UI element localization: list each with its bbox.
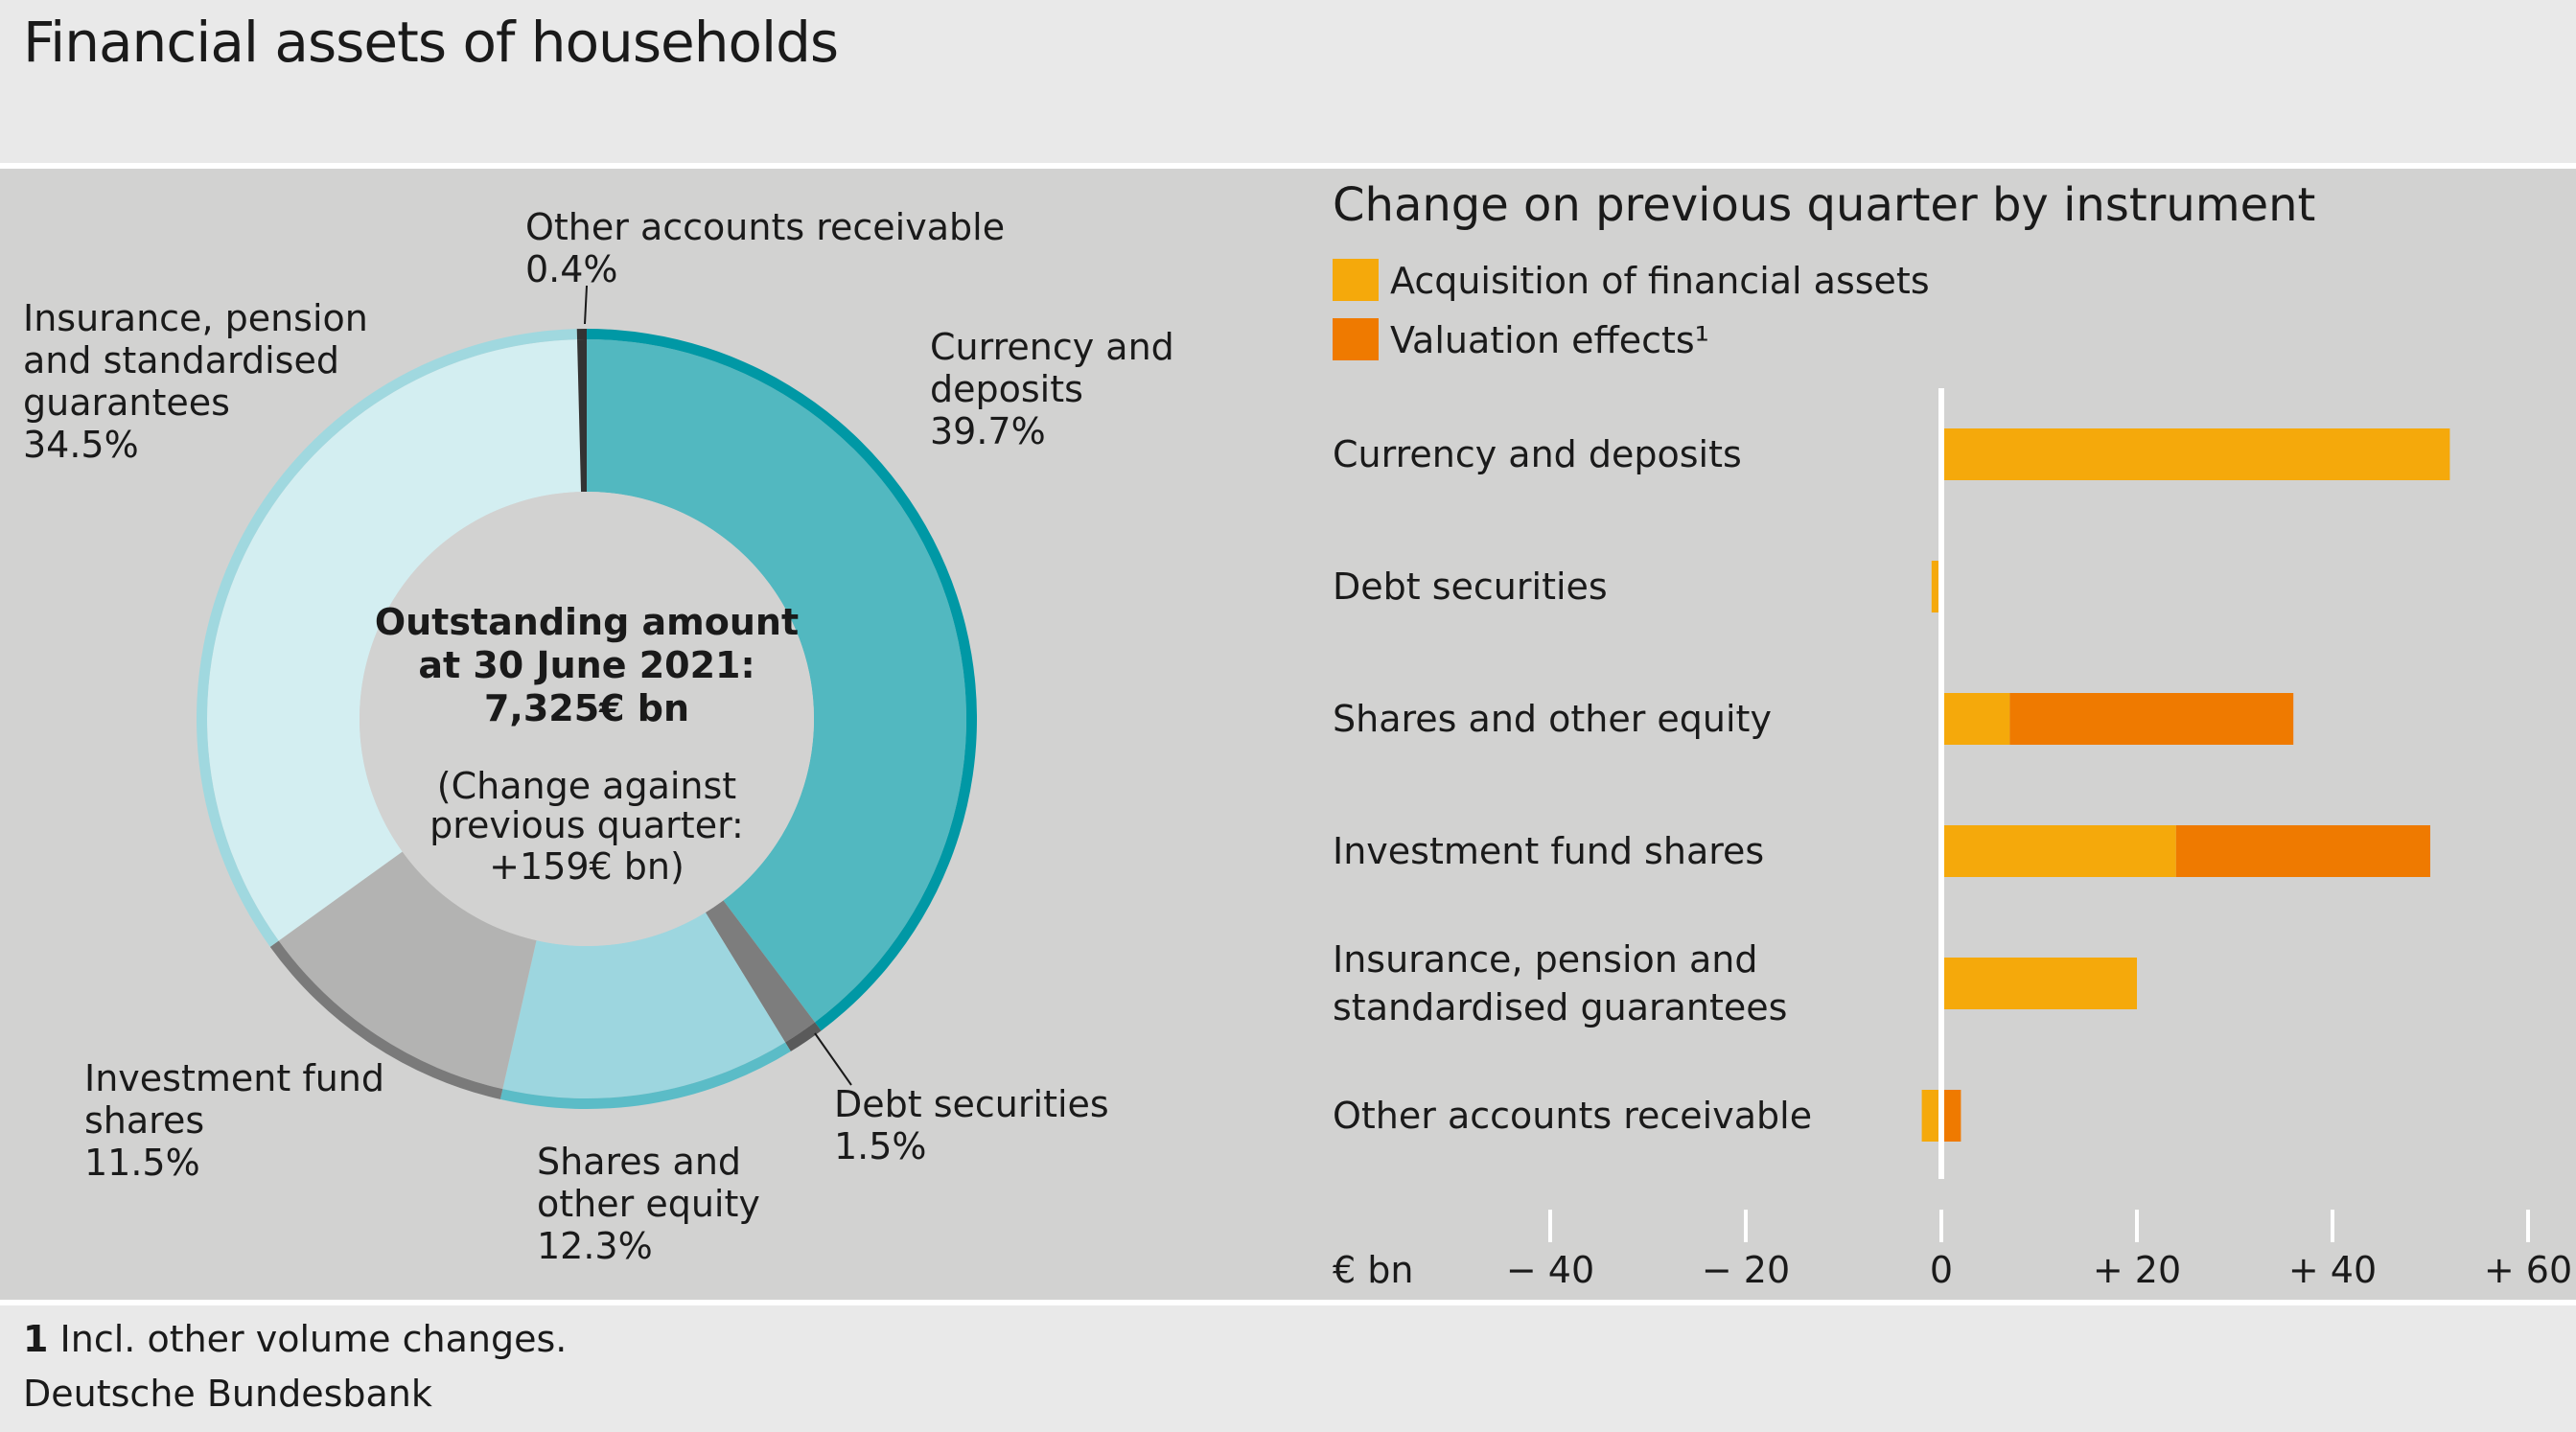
slice-value-shares: 12.3% bbox=[537, 1225, 653, 1267]
source-note: Deutsche Bundesbank bbox=[23, 1373, 432, 1415]
footnote-text: Incl. other volume changes. bbox=[59, 1318, 568, 1360]
top-divider bbox=[0, 163, 2576, 169]
slice-label-shares: other equity bbox=[537, 1183, 760, 1225]
bar-acquisition bbox=[1921, 1090, 1941, 1142]
slice-label-shares: Shares and bbox=[537, 1141, 741, 1183]
slice-label-fund: shares bbox=[84, 1099, 204, 1142]
donut-slice-shares bbox=[502, 912, 786, 1098]
legend-swatch-0 bbox=[1333, 259, 1379, 301]
bar-valuation bbox=[2175, 825, 2430, 877]
donut-center-text: +159€ bn) bbox=[489, 845, 685, 888]
slice-value-fund: 11.5% bbox=[84, 1142, 200, 1184]
category-label: Shares and other equity bbox=[1333, 698, 1772, 740]
slice-label-currency: Currency and bbox=[930, 326, 1174, 368]
slice-value-other: 0.4% bbox=[525, 248, 618, 290]
x-tick-label: + 40 bbox=[2288, 1249, 2377, 1291]
slice-label-insurance: Insurance, pension bbox=[23, 297, 368, 339]
slice-label-debt: Debt securities bbox=[834, 1083, 1109, 1125]
bar-valuation bbox=[1941, 1090, 1961, 1142]
category-label: standardised guarantees bbox=[1333, 986, 1787, 1028]
donut-center-text: (Change against bbox=[437, 765, 736, 807]
category-label: Investment fund shares bbox=[1333, 830, 1764, 872]
slice-label-currency: deposits bbox=[930, 368, 1083, 410]
donut-center-text: at 30 June 2021: bbox=[418, 644, 754, 686]
bottom-divider bbox=[0, 1300, 2576, 1305]
slice-label-insurance: guarantees bbox=[23, 381, 230, 424]
bar-acquisition bbox=[1941, 693, 2010, 745]
category-label: Debt securities bbox=[1333, 566, 1608, 608]
footnote: 1 Incl. other volume changes. bbox=[23, 1318, 567, 1360]
donut-center-text: 7,325€ bn bbox=[484, 687, 689, 729]
category-label: Insurance, pension and bbox=[1333, 938, 1757, 981]
donut-slice-fund bbox=[278, 851, 537, 1090]
donut-slice-insurance bbox=[207, 339, 582, 941]
slice-value-debt: 1.5% bbox=[834, 1125, 927, 1167]
slice-label-other: Other accounts receivable bbox=[525, 206, 1005, 248]
bar-acquisition bbox=[1941, 825, 2176, 877]
donut-slice-currency bbox=[587, 339, 966, 1023]
x-tick-label: 0 bbox=[1930, 1249, 1953, 1291]
leader-line-debt bbox=[814, 1032, 852, 1086]
x-tick-label: + 60 bbox=[2484, 1249, 2572, 1291]
slice-value-insurance: 34.5% bbox=[23, 424, 139, 466]
legend-swatch-1 bbox=[1333, 318, 1379, 360]
bar-acquisition bbox=[1941, 958, 2137, 1009]
bar-acquisition bbox=[1941, 428, 2450, 480]
bar-acquisition bbox=[1931, 561, 1941, 612]
donut-hole bbox=[360, 492, 814, 946]
slice-label-insurance: and standardised bbox=[23, 339, 339, 381]
donut-ring-insurance bbox=[196, 329, 578, 947]
slice-label-fund: Investment fund bbox=[84, 1057, 384, 1099]
donut-ring-fund bbox=[269, 940, 503, 1099]
footnote-number: 1 bbox=[23, 1318, 49, 1360]
donut-center-text: Outstanding amount bbox=[375, 601, 799, 643]
unit-label: € bn bbox=[1333, 1249, 1413, 1291]
donut-slice-debt bbox=[705, 900, 815, 1043]
legend-label-0: Acquisition of financial assets bbox=[1390, 260, 1930, 302]
donut-ring-debt bbox=[785, 1022, 822, 1051]
donut-ring-other bbox=[576, 329, 587, 340]
x-tick-label: − 40 bbox=[1506, 1249, 1594, 1291]
bar-valuation bbox=[2009, 693, 2294, 745]
slice-value-currency: 39.7% bbox=[930, 410, 1046, 452]
donut-slice-other bbox=[577, 339, 587, 493]
x-tick-label: + 20 bbox=[2093, 1249, 2181, 1291]
bar-chart-title: Change on previous quarter by instrument bbox=[1333, 178, 2315, 232]
donut-ring-shares bbox=[499, 1042, 791, 1109]
x-tick-label: − 20 bbox=[1702, 1249, 1790, 1291]
donut-center-text: previous quarter: bbox=[429, 804, 744, 846]
category-label: Other accounts receivable bbox=[1333, 1095, 1812, 1137]
legend-label-1: Valuation effects¹ bbox=[1390, 319, 1709, 361]
page-title: Financial assets of households bbox=[23, 10, 839, 75]
category-label: Currency and deposits bbox=[1333, 433, 1742, 475]
leader-line-other bbox=[584, 285, 588, 325]
